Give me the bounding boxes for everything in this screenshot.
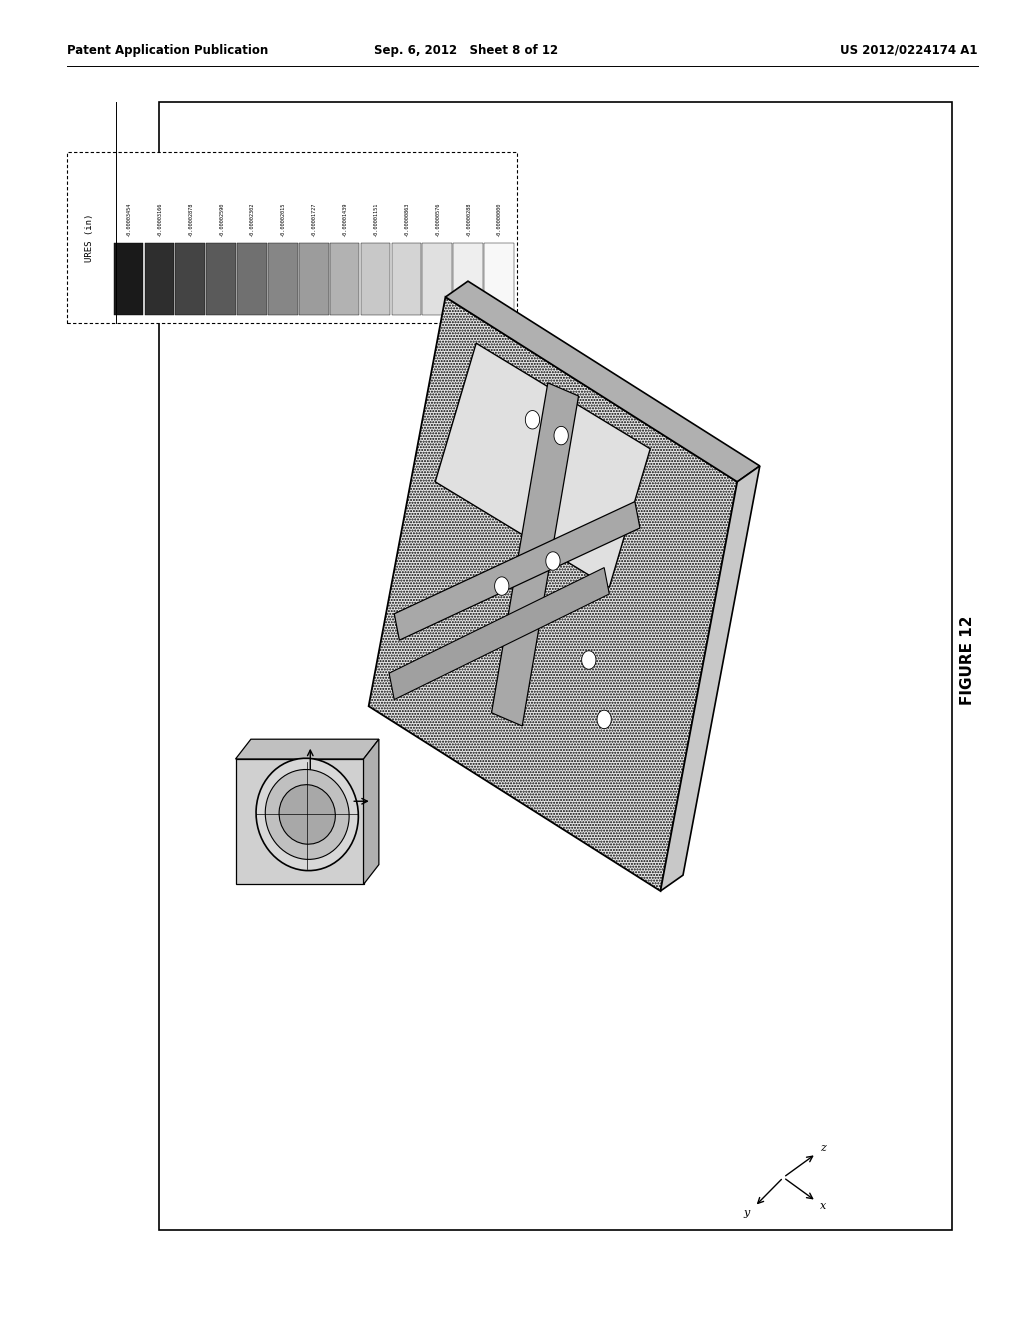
Bar xyxy=(454,243,483,315)
Polygon shape xyxy=(492,383,579,726)
FancyBboxPatch shape xyxy=(67,152,517,323)
Polygon shape xyxy=(597,710,611,729)
Text: -0.00002015: -0.00002015 xyxy=(281,203,286,238)
Polygon shape xyxy=(660,466,760,891)
Text: y: y xyxy=(743,1208,750,1218)
Polygon shape xyxy=(554,426,568,445)
Bar xyxy=(175,243,205,315)
Text: -0.00003166: -0.00003166 xyxy=(157,203,162,238)
Bar xyxy=(360,243,390,315)
Polygon shape xyxy=(364,739,379,884)
Text: FIGURE 12: FIGURE 12 xyxy=(961,615,975,705)
Bar xyxy=(159,102,952,1230)
Bar xyxy=(423,243,452,315)
Bar xyxy=(391,243,421,315)
Text: Patent Application Publication: Patent Application Publication xyxy=(67,44,268,57)
Polygon shape xyxy=(394,502,640,640)
Text: URES (in): URES (in) xyxy=(85,214,93,261)
Text: -0.00002590: -0.00002590 xyxy=(218,203,223,238)
Text: -0.00001439: -0.00001439 xyxy=(342,203,347,238)
Bar xyxy=(330,243,359,315)
Polygon shape xyxy=(495,577,509,595)
Ellipse shape xyxy=(256,758,358,871)
Bar xyxy=(268,243,298,315)
Ellipse shape xyxy=(280,784,335,845)
Text: Sep. 6, 2012   Sheet 8 of 12: Sep. 6, 2012 Sheet 8 of 12 xyxy=(374,44,558,57)
Text: -0.00000576: -0.00000576 xyxy=(435,203,439,238)
Bar xyxy=(206,243,236,315)
Text: -0.00001151: -0.00001151 xyxy=(373,203,378,238)
Bar xyxy=(299,243,329,315)
Text: -0.00003454: -0.00003454 xyxy=(126,203,131,238)
Bar xyxy=(236,759,364,884)
Text: -0.00001727: -0.00001727 xyxy=(311,203,316,238)
Text: -0.00002302: -0.00002302 xyxy=(250,203,255,238)
Polygon shape xyxy=(582,651,596,669)
Text: -0.00000288: -0.00000288 xyxy=(466,203,471,238)
Text: z: z xyxy=(820,1143,826,1154)
Bar xyxy=(484,243,514,315)
Text: -0.00002878: -0.00002878 xyxy=(187,203,193,238)
Text: -0.00000000: -0.00000000 xyxy=(497,203,502,238)
Ellipse shape xyxy=(265,770,349,859)
Polygon shape xyxy=(389,568,609,700)
Polygon shape xyxy=(525,411,540,429)
Bar xyxy=(144,243,174,315)
Polygon shape xyxy=(546,552,560,570)
Text: -0.00000863: -0.00000863 xyxy=(403,203,409,238)
Polygon shape xyxy=(236,739,379,759)
Text: US 2012/0224174 A1: US 2012/0224174 A1 xyxy=(841,44,978,57)
Text: x: x xyxy=(820,1201,826,1212)
Polygon shape xyxy=(369,297,737,891)
Bar xyxy=(238,243,267,315)
Polygon shape xyxy=(445,281,760,482)
Bar xyxy=(114,243,143,315)
Polygon shape xyxy=(435,343,650,587)
